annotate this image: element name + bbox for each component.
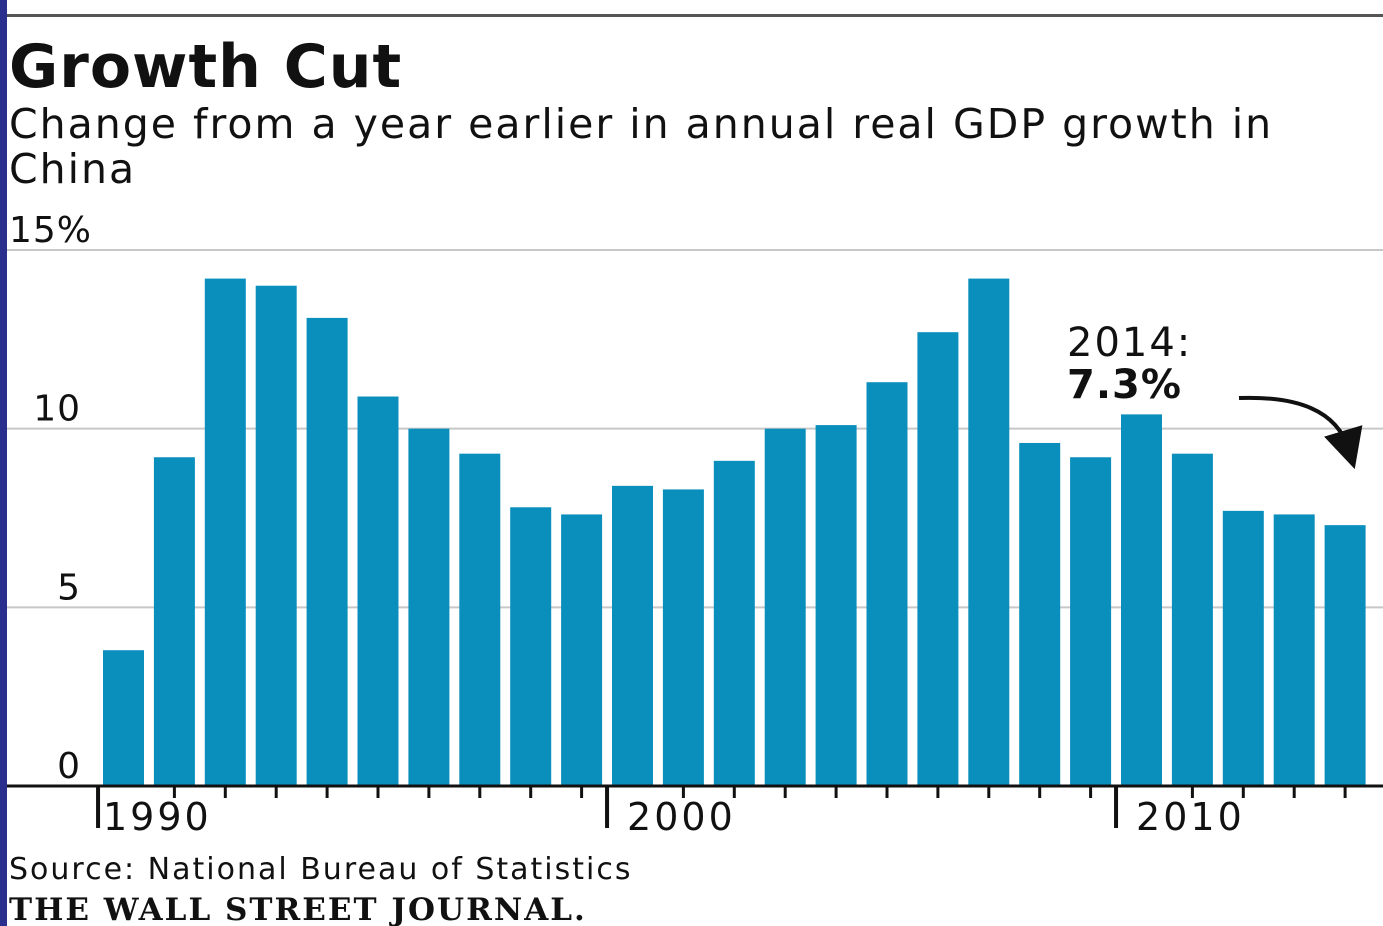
- bar-1991: [153, 457, 195, 786]
- bar-2013: [1273, 514, 1315, 786]
- bar-2005: [866, 382, 908, 786]
- bar-2006: [917, 332, 959, 786]
- bar-1997: [459, 453, 501, 786]
- bar-2003: [764, 428, 806, 786]
- y-tick-label: 15%: [9, 210, 92, 251]
- bar-2010: [1121, 414, 1162, 786]
- chart-title: Growth Cut: [9, 32, 403, 102]
- bar-1995: [357, 396, 399, 786]
- y-axis-ticks: 15% 10 5 0: [9, 210, 92, 787]
- y-tick-label: 5: [57, 567, 81, 608]
- bar-1998: [510, 507, 552, 786]
- y-tick-label: 10: [33, 389, 81, 430]
- x-axis-tick-labels: 1990 2000 2010: [103, 795, 1245, 839]
- bar-2007: [968, 278, 1010, 786]
- bar-1992: [204, 278, 246, 786]
- bar-2004: [815, 425, 857, 786]
- annotation-2014: 2014:7.3%: [1067, 320, 1363, 470]
- bar-2008: [1019, 442, 1061, 786]
- publisher-logo: THE WALL STREET JOURNAL.: [9, 892, 587, 926]
- bar-1990: [103, 650, 144, 786]
- x-axis: [7, 784, 1383, 828]
- bars: [103, 278, 1366, 786]
- annotation-arrow: [1238, 395, 1363, 470]
- bar-2014: [1324, 525, 1366, 786]
- bar-1999: [561, 514, 603, 786]
- annotation-year: 2014:: [1067, 320, 1192, 366]
- x-tick-label: 2010: [1136, 795, 1245, 839]
- y-tick-label: 0: [57, 746, 81, 787]
- bar-2002: [713, 460, 755, 786]
- x-tick-label: 1990: [103, 795, 212, 839]
- bar-1994: [306, 317, 348, 786]
- bar-1993: [255, 285, 297, 786]
- bar-2012: [1222, 510, 1264, 786]
- bar-2001: [662, 489, 704, 786]
- bar-chart: 15% 10 5 0 1990 2000 2010 2014:7.3%: [7, 210, 1383, 839]
- annotation-value: 7.3%: [1067, 362, 1182, 408]
- top-rule: [7, 14, 1383, 17]
- chart-subtitle: Change from a year earlier in annual rea…: [9, 100, 1274, 193]
- chart-frame: Growth Cut Change from a year earlier in…: [7, 0, 1383, 926]
- bar-2009: [1070, 457, 1112, 786]
- bar-2011: [1171, 453, 1213, 786]
- x-tick-label: 2000: [627, 795, 736, 839]
- source-note: Source: National Bureau of Statistics: [9, 852, 633, 887]
- bar-1996: [408, 428, 450, 786]
- bar-2000: [612, 485, 653, 786]
